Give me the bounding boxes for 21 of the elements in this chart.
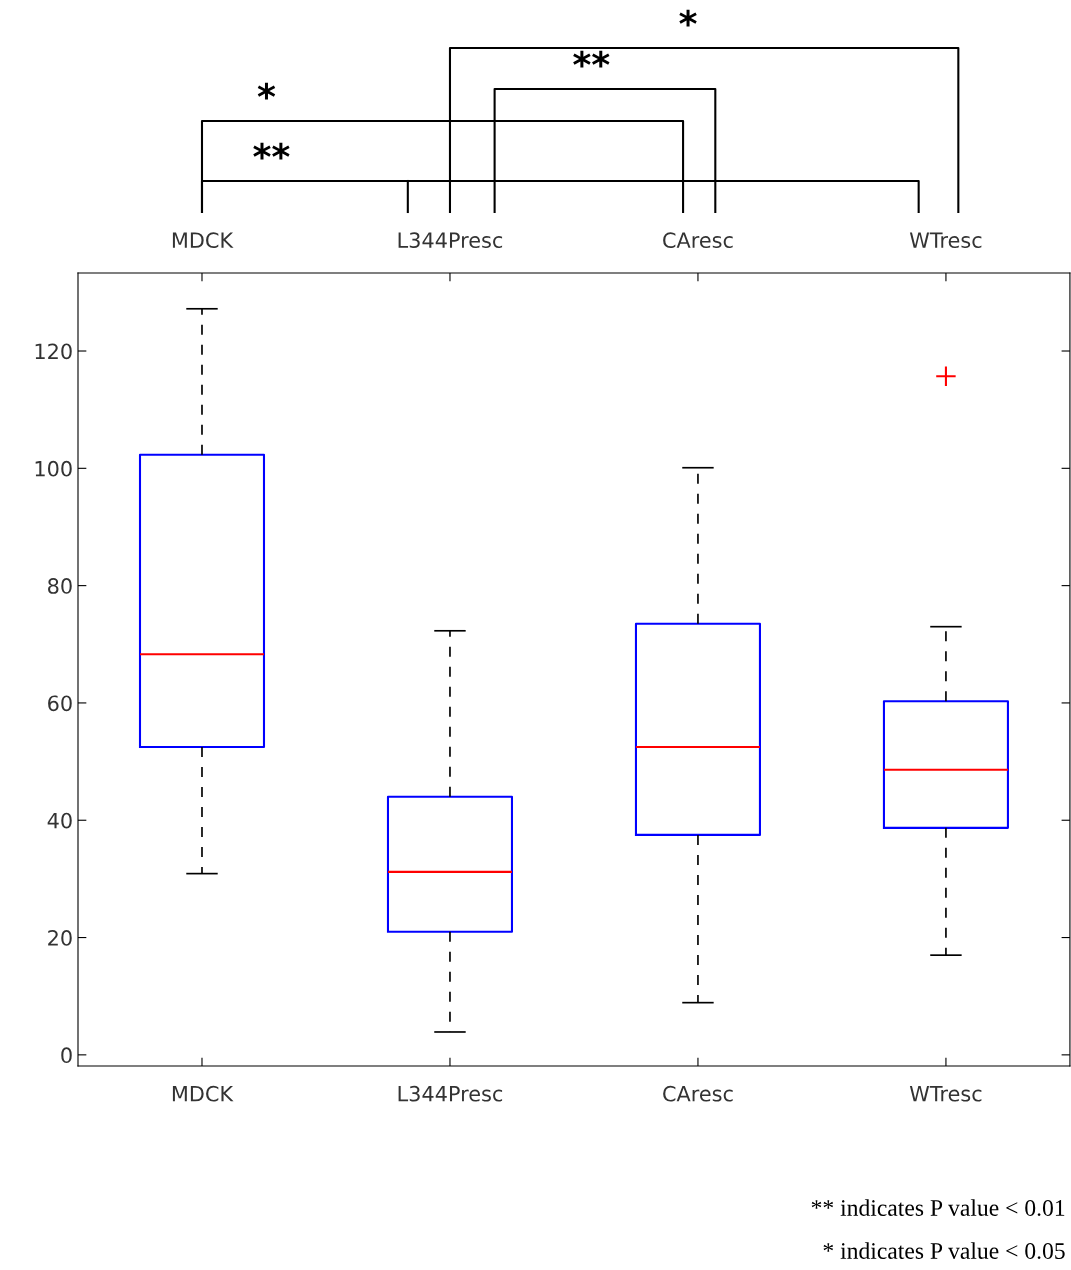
- text: *: [679, 9, 697, 27]
- y-tick-label: 40: [47, 812, 72, 829]
- x-tick-label: L344Presc: [398, 1085, 503, 1102]
- y-tick-label: 20: [48, 930, 72, 946]
- x-tick-label: MDCK: [172, 1085, 234, 1102]
- text: * indicates P value < 0.05: [823, 1242, 1065, 1260]
- y-tick-label: 0: [61, 1047, 72, 1064]
- y-tick-label: 120: [35, 343, 72, 360]
- category-label: L344Presc: [398, 232, 503, 249]
- category-label: WTresc: [909, 232, 982, 249]
- y-tick-label: 60: [48, 695, 72, 712]
- text: **: [253, 142, 290, 160]
- category-label: MDCK: [172, 232, 234, 249]
- text: **: [573, 50, 610, 68]
- y-tick-label: 100: [35, 460, 72, 477]
- y-tick-label: 80: [48, 578, 72, 594]
- category-label: CAresc: [663, 232, 733, 249]
- x-tick-label: WTresc: [909, 1086, 982, 1102]
- text: *: [257, 82, 276, 100]
- text: ** indicates P value < 0.01: [811, 1199, 1065, 1217]
- x-tick-label: CAresc: [663, 1085, 733, 1102]
